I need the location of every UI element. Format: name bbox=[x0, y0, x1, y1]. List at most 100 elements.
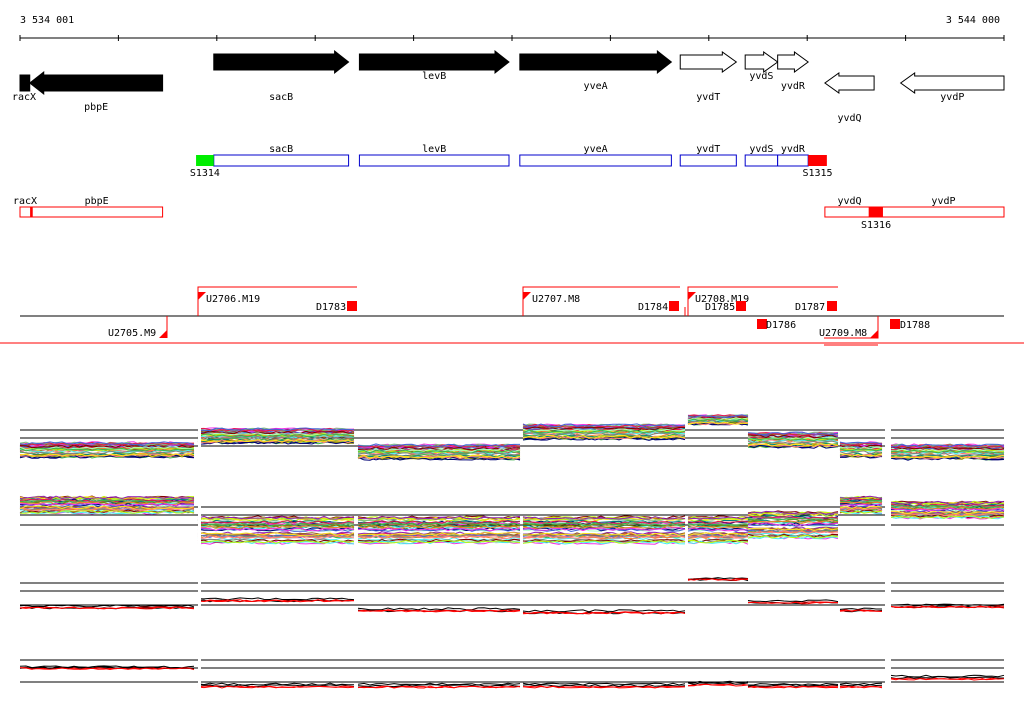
operon-label: yvdT bbox=[696, 144, 720, 155]
operon-box-pbpe[interactable]: pbpE bbox=[30, 196, 164, 218]
expression-line bbox=[19, 578, 1005, 615]
gene-yvdt[interactable]: yvdT bbox=[679, 51, 738, 103]
probe-label: U2707.M8 bbox=[532, 294, 580, 305]
expression-line bbox=[19, 495, 1005, 520]
probe-segment-u2707[interactable]: U2707.M8 bbox=[522, 286, 680, 316]
operon-label: sacB bbox=[269, 144, 293, 155]
site-label: S1314 bbox=[190, 168, 220, 179]
operon-box-yvdq[interactable]: yvdQ bbox=[824, 196, 875, 218]
probe-label: U2708.M19 bbox=[695, 294, 749, 305]
operon-box-yvdp[interactable]: yvdP bbox=[868, 196, 1005, 218]
gene-arrow bbox=[824, 72, 875, 94]
probe-marker-d1788[interactable]: D1788 bbox=[890, 319, 930, 331]
gene-racx[interactable]: racX bbox=[12, 74, 36, 103]
probe-marker-d1783[interactable]: D1783 bbox=[316, 301, 357, 313]
probe-label: U2709.M8 bbox=[819, 328, 867, 339]
gene-label: pbpE bbox=[84, 102, 108, 113]
operon-label: yvdS bbox=[749, 144, 773, 155]
gene-arrow bbox=[899, 72, 1005, 94]
site-label: S1315 bbox=[802, 168, 832, 179]
operon-label: pbpE bbox=[85, 196, 109, 207]
expression-line bbox=[19, 510, 1005, 544]
expression-line bbox=[19, 507, 1005, 540]
site-s1314[interactable]: S1314 bbox=[190, 155, 220, 179]
gene-label: yvdP bbox=[940, 92, 964, 103]
gene-track: racX pbpE sacB levB yveA yvdT yvdS yvdR yvdQ yvdP bbox=[12, 49, 1005, 124]
expression-panel-2 bbox=[19, 495, 1005, 545]
operon-label: yvdQ bbox=[837, 196, 861, 207]
gene-arrow bbox=[358, 49, 510, 75]
site-label: S1316 bbox=[861, 220, 891, 231]
gene-label: yvdS bbox=[749, 71, 773, 82]
coordinate-ruler: 3 534 001 3 544 000 bbox=[19, 15, 1005, 41]
expression-tracks bbox=[19, 400, 1005, 700]
gene-arrow bbox=[519, 49, 673, 75]
expression-line bbox=[19, 577, 1005, 613]
operon-label: levB bbox=[422, 144, 446, 155]
gene-yvea[interactable]: yveA bbox=[519, 49, 673, 92]
probe-label: D1787 bbox=[795, 302, 825, 313]
site-marker bbox=[30, 207, 33, 217]
gene-label: yveA bbox=[584, 81, 608, 92]
gene-yvdp[interactable]: yvdP bbox=[899, 72, 1005, 103]
operon-box-yvds[interactable]: yvdS bbox=[744, 144, 779, 167]
probe-segment-u2708[interactable]: U2708.M19 bbox=[684, 286, 838, 316]
gene-sacb[interactable]: sacB bbox=[213, 49, 350, 103]
probe-segment-u2705[interactable]: U2705.M9 bbox=[108, 316, 168, 339]
probe-label: D1785 bbox=[705, 302, 735, 313]
expression-line bbox=[19, 418, 1004, 454]
gene-arrow bbox=[28, 70, 164, 96]
ruler-end-label: 3 544 000 bbox=[946, 15, 1000, 26]
operon-box-levb[interactable]: levB bbox=[358, 144, 510, 167]
operon-label: racX bbox=[13, 196, 37, 207]
probe-label: U2706.M19 bbox=[206, 294, 260, 305]
probe-label: U2705.M9 bbox=[108, 328, 156, 339]
operon-box-sacb[interactable]: sacB bbox=[213, 144, 350, 167]
operon-minus-track: racX pbpE yvdQ yvdP S1316 bbox=[13, 196, 1005, 231]
track-gap bbox=[198, 400, 201, 700]
gene-yvdr[interactable]: yvdR bbox=[777, 51, 810, 92]
operon-label: yveA bbox=[584, 144, 608, 155]
expression-line bbox=[19, 666, 1004, 688]
gene-arrow bbox=[777, 51, 810, 73]
probe-label: D1786 bbox=[766, 320, 796, 331]
expression-panel-3 bbox=[19, 577, 1005, 615]
gene-arrow bbox=[744, 51, 779, 73]
track-gap bbox=[885, 400, 891, 700]
gene-label: sacB bbox=[269, 92, 293, 103]
probe-marker-d1784[interactable]: D1784 bbox=[638, 301, 679, 313]
expression-line bbox=[19, 667, 1005, 689]
expression-line bbox=[19, 414, 1005, 448]
operon-box-yvdt[interactable]: yvdT bbox=[679, 144, 737, 167]
ruler-ticks bbox=[19, 35, 1005, 41]
gene-pbpe[interactable]: pbpE bbox=[28, 70, 164, 113]
probe-segment-u2706[interactable]: U2706.M19 bbox=[197, 286, 357, 316]
expression-line bbox=[19, 505, 1005, 537]
probe-segment-u2709[interactable]: U2709.M8 bbox=[819, 316, 879, 346]
gene-yvdq[interactable]: yvdQ bbox=[824, 72, 875, 124]
gene-label: yvdQ bbox=[837, 113, 861, 124]
probe-marker-d1786[interactable]: D1786 bbox=[757, 319, 796, 331]
gene-arrow bbox=[679, 51, 738, 73]
operon-box-yvea[interactable]: yveA bbox=[519, 144, 672, 167]
gene-yvds[interactable]: yvdS bbox=[744, 51, 779, 82]
gene-label: yvdR bbox=[781, 81, 806, 92]
operon-plus-track: sacB levB yveA yvdT yvdS yvdR S1314 S1315 bbox=[190, 144, 833, 179]
operon-label: yvdR bbox=[781, 144, 806, 155]
expression-line bbox=[20, 502, 1005, 532]
gene-arrow bbox=[213, 49, 350, 75]
expression-panel-1 bbox=[19, 414, 1005, 461]
expression-line bbox=[19, 421, 1005, 459]
gene-label: yvdT bbox=[696, 92, 720, 103]
probe-marker-d1787[interactable]: D1787 bbox=[795, 301, 837, 313]
gene-label: racX bbox=[12, 92, 36, 103]
expression-panel-4 bbox=[19, 659, 1005, 689]
probe-track: U2706.M19 D1783 U2705.M9 U2707.M8 D1784 … bbox=[0, 286, 1024, 346]
probe-marker-d1785[interactable]: D1785 bbox=[705, 301, 746, 313]
operon-box-yvdr[interactable]: yvdR bbox=[777, 144, 809, 167]
site-s1315[interactable]: S1315 bbox=[802, 155, 833, 179]
gene-arrow bbox=[19, 74, 31, 92]
operon-label: yvdP bbox=[931, 196, 955, 207]
site-s1316[interactable]: S1316 bbox=[861, 207, 891, 231]
gene-levb[interactable]: levB bbox=[358, 49, 510, 82]
